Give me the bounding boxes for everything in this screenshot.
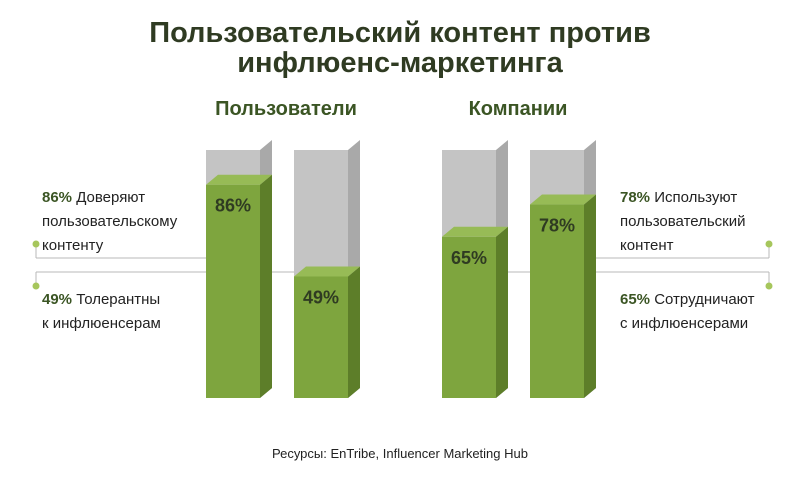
annotation-users-tolerant-text-2: к инфлюенсерам [42, 315, 161, 332]
annotation-users-trust-text-3: контенту [42, 237, 104, 254]
connector-users-trust-dot [32, 240, 40, 248]
bar-2: 49% [294, 140, 360, 398]
bar-value-top [294, 266, 360, 277]
connector-companies-use-dot [765, 240, 773, 248]
annotation-users-trust-pct: 86% [42, 189, 73, 206]
annotation-users-tolerant: 49% Толерантны к инфлюенсерам [42, 288, 161, 336]
bar-value-top [530, 194, 596, 205]
annotation-companies-use-pct: 78% [620, 189, 651, 206]
annotation-users-tolerant-text-1: Толерантны [76, 291, 161, 308]
chart-title: Пользовательский контент против инфлюенс… [0, 18, 800, 78]
annotation-users-trust-text-1: Доверяют [76, 189, 146, 206]
bar-value-top [442, 226, 508, 237]
bar-value-label: 65% [451, 248, 487, 268]
bar-value-front [442, 236, 496, 398]
bar-value-side [260, 174, 272, 398]
bar-value-front [530, 204, 584, 398]
source-note: Ресурсы: EnTribe, Influencer Marketing H… [272, 446, 528, 461]
annotation-companies-use: 78% Используют пользовательский контент [620, 186, 746, 258]
connector-companies-collab-dot [765, 282, 773, 290]
group-label-users: Пользователи [215, 98, 357, 120]
bar-value-top [206, 174, 272, 185]
bar-value-side [348, 266, 360, 398]
bar-3: 65% [442, 140, 508, 398]
bar-value-label: 86% [215, 196, 251, 216]
bar-value-label: 78% [539, 216, 575, 236]
bar-value-front [206, 184, 260, 398]
annotation-users-trust-text-2: пользовательскому [42, 213, 178, 230]
bar-value-label: 49% [303, 287, 339, 307]
connector-users-tolerant-dot [32, 282, 40, 290]
bar-1: 86% [206, 140, 272, 398]
annotation-users-trust: 86% Доверяют пользовательскому контенту [42, 186, 177, 258]
annotation-companies-use-text-2: пользовательский [620, 213, 746, 230]
annotation-users-tolerant-pct: 49% [42, 291, 73, 308]
bar-value-front [294, 276, 348, 398]
annotation-companies-use-text-3: контент [620, 237, 674, 254]
chart-title-line-1: Пользовательский контент против [149, 17, 651, 49]
annotation-companies-collab-pct: 65% [620, 291, 651, 308]
chart-title-line-2: инфлюенс-маркетинга [237, 47, 563, 79]
bar-value-side [584, 194, 596, 398]
bar-value-side [496, 226, 508, 398]
annotation-companies-collab: 65% Сотрудничают с инфлюенсерами [620, 288, 754, 336]
group-label-companies: Компании [468, 98, 568, 120]
annotation-companies-collab-text-2: с инфлюенсерами [620, 315, 749, 332]
bar-4: 78% [530, 140, 596, 398]
annotation-companies-collab-text-1: Сотрудничают [654, 291, 755, 308]
annotation-companies-use-text-1: Используют [654, 189, 738, 206]
bars-layer: 86% 49% 65% 78% [206, 140, 596, 398]
